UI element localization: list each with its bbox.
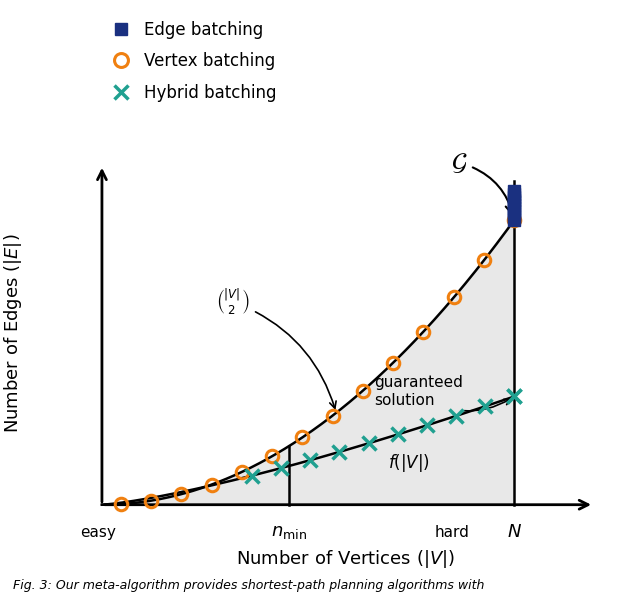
- Text: $n_{\min}$: $n_{\min}$: [271, 522, 307, 540]
- Text: $N$: $N$: [507, 522, 522, 540]
- Text: Fig. 3: Our meta-algorithm provides shortest-path planning algorithms with: Fig. 3: Our meta-algorithm provides shor…: [13, 579, 484, 592]
- Legend: Edge batching, Vertex batching, Hybrid batching: Edge batching, Vertex batching, Hybrid b…: [104, 14, 284, 108]
- Text: hard: hard: [435, 525, 470, 540]
- Text: guaranteed
solution: guaranteed solution: [374, 375, 510, 411]
- Text: Number of Edges ($|E|$): Number of Edges ($|E|$): [2, 233, 24, 433]
- Text: easy: easy: [80, 525, 116, 540]
- Text: Number of Vertices ($|V|$): Number of Vertices ($|V|$): [236, 549, 455, 571]
- Text: $f(|V|)$: $f(|V|)$: [388, 452, 430, 474]
- Text: $\mathcal{G}$: $\mathcal{G}$: [451, 151, 515, 215]
- Text: $\binom{|V|}{2}$: $\binom{|V|}{2}$: [216, 287, 336, 408]
- Polygon shape: [102, 220, 515, 505]
